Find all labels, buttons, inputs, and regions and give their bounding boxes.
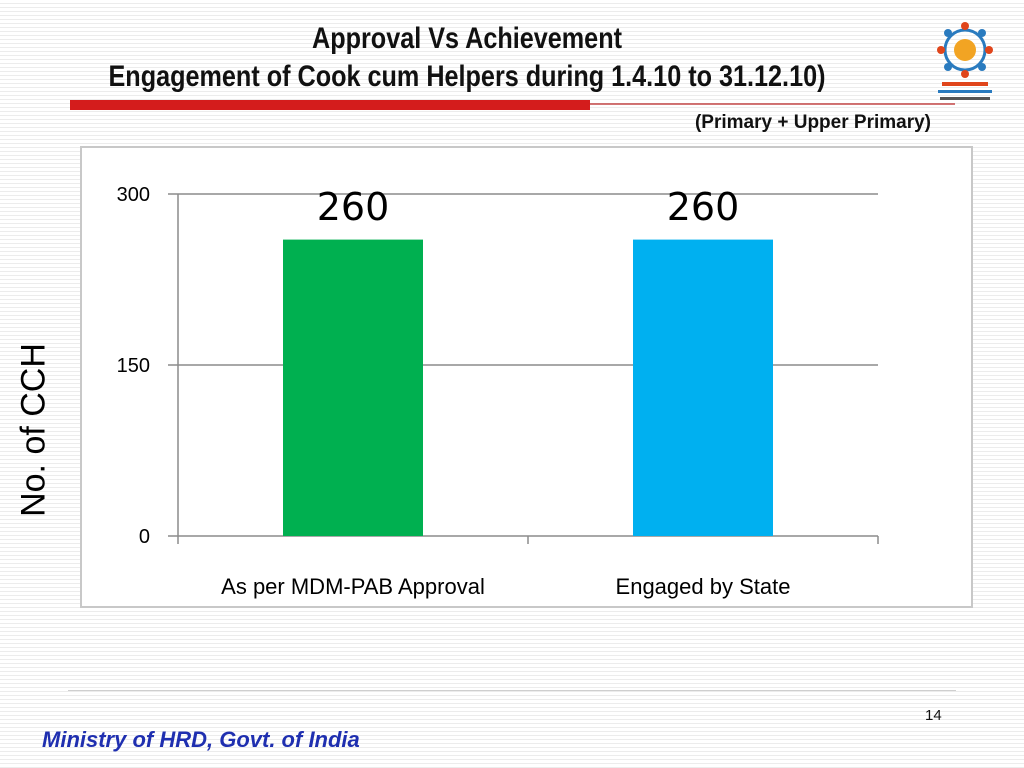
- data-label: 260: [667, 185, 740, 229]
- data-label: 260: [317, 185, 390, 229]
- footer-ministry-text: Ministry of HRD, Govt. of India: [42, 727, 360, 752]
- y-tick-label: 150: [117, 355, 150, 377]
- slide-title-line1: Approval Vs Achievement: [312, 22, 622, 55]
- y-tick-label: 300: [117, 184, 150, 206]
- slide-title-line2: Engagement of Cook cum Helpers during 1.…: [108, 60, 826, 93]
- y-axis-label: No. of CCH: [14, 343, 53, 517]
- y-tick-label: 0: [139, 526, 150, 548]
- title-accent-line: [590, 103, 955, 105]
- bar: [633, 239, 773, 536]
- title-accent-bar: [70, 100, 590, 110]
- chart-frame: [80, 146, 973, 608]
- footer-divider: [68, 690, 956, 691]
- page-number: 14: [925, 707, 942, 724]
- bar: [283, 239, 423, 536]
- mid-day-meal-scheme-logo-icon: [937, 22, 993, 100]
- slide-subtitle: (Primary + Upper Primary): [694, 112, 931, 133]
- x-category-label: As per MDM-PAB Approval: [221, 574, 485, 599]
- x-category-label: Engaged by State: [616, 574, 791, 599]
